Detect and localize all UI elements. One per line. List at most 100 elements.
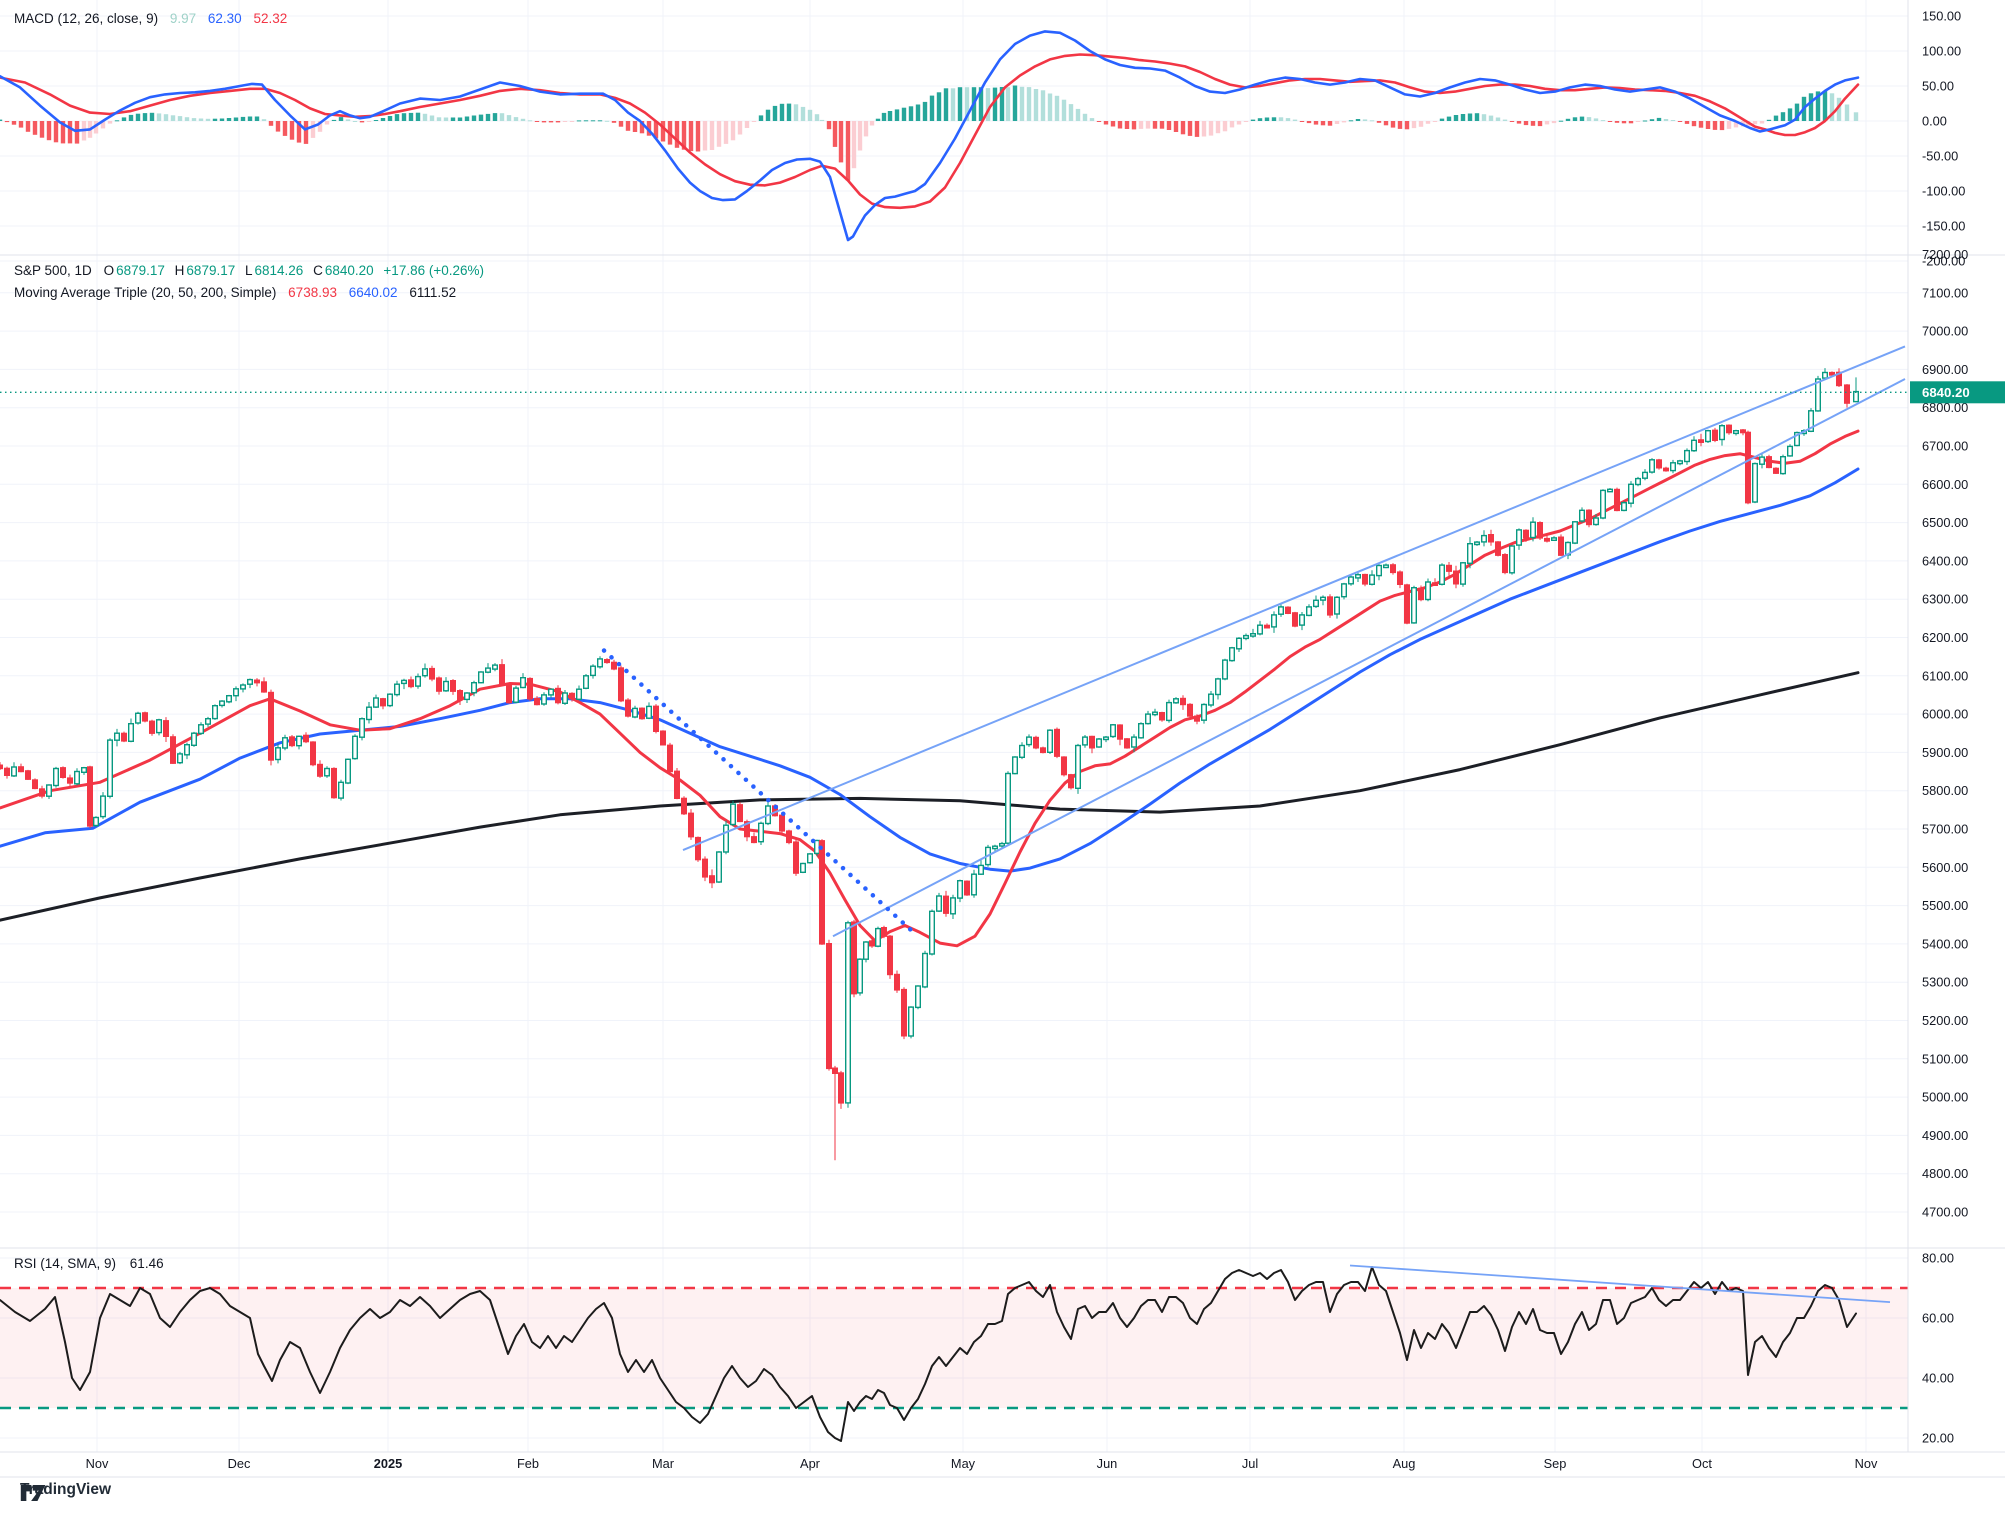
price-axis-label[interactable]: 5000.00 [1922, 1090, 1968, 1105]
price-axis-label[interactable]: 5100.00 [1922, 1051, 1968, 1066]
candle-up [1793, 431, 1800, 447]
candle-down [25, 770, 32, 780]
ma-legend[interactable]: Moving Average Triple (20, 50, 200, Simp… [14, 285, 456, 300]
price-axis-label[interactable]: 5800.00 [1922, 783, 1968, 798]
candle-up [106, 739, 113, 797]
candle-up [1466, 543, 1473, 565]
macd-axis-label[interactable]: 150.00 [1922, 9, 1961, 24]
candle-up [1515, 529, 1522, 546]
candle-up [113, 732, 120, 741]
macd-histogram-bar [1670, 120, 1676, 121]
time-axis-label[interactable]: Mar [652, 1456, 675, 1471]
candle-up [1333, 596, 1340, 615]
candle-up [1375, 564, 1382, 577]
time-axis-label[interactable]: Nov [86, 1456, 109, 1471]
price-axis-label[interactable]: 6100.00 [1922, 668, 1968, 683]
time-axis-label[interactable]: Apr [800, 1456, 821, 1471]
price-axis-label[interactable]: 6600.00 [1922, 477, 1968, 492]
price-axis-label[interactable]: 6500.00 [1922, 515, 1968, 530]
time-axis-label[interactable]: Oct [1692, 1456, 1712, 1471]
dotted-downtrend-line[interactable] [601, 648, 920, 938]
price-axis-label[interactable]: 4800.00 [1922, 1166, 1968, 1181]
macd-histogram-bar [1481, 114, 1487, 121]
high-label: H [174, 263, 185, 278]
tradingview-logo-icon [20, 1485, 46, 1501]
candle-down [1828, 371, 1835, 376]
macd-histogram-bar [1844, 104, 1850, 121]
candle-up [1438, 564, 1445, 585]
time-axis-label[interactable]: Nov [1855, 1456, 1878, 1471]
macd-axis-label[interactable]: -100.00 [1922, 184, 1965, 199]
time-axis-label[interactable]: Sep [1544, 1456, 1567, 1471]
macd-histogram-bar [1565, 118, 1571, 121]
time-axis-label[interactable]: May [951, 1456, 976, 1471]
candle-up [211, 705, 218, 720]
macd-histogram-bar [632, 121, 638, 132]
macd-axis-label[interactable]: 0.00 [1922, 114, 1947, 129]
time-axis-label[interactable]: Feb [517, 1456, 539, 1471]
price-axis-label[interactable]: 6800.00 [1922, 400, 1968, 415]
macd-histogram-bar [894, 109, 900, 121]
macd-histogram-bar [744, 121, 750, 128]
candle-up [929, 910, 936, 955]
price-axis-label[interactable]: 6700.00 [1922, 438, 1968, 453]
price-axis-label[interactable]: 6000.00 [1922, 707, 1968, 722]
price-axis-label[interactable]: 5900.00 [1922, 745, 1968, 760]
price-axis-label[interactable]: 5300.00 [1922, 975, 1968, 990]
macd-histogram-bar [1215, 121, 1221, 134]
rsi-trendline[interactable] [1349, 1264, 1891, 1303]
price-axis-label[interactable]: 5400.00 [1922, 936, 1968, 951]
macd-histogram-bar [639, 121, 645, 134]
price-axis-label[interactable]: 7000.00 [1922, 324, 1968, 339]
price-axis-label[interactable]: 5200.00 [1922, 1013, 1968, 1028]
macd-histogram-bar [1425, 121, 1431, 124]
channel-lower-trendline[interactable] [832, 378, 1906, 938]
price-axis-label[interactable]: 6200.00 [1922, 630, 1968, 645]
candle-down [120, 732, 127, 742]
macd-axis-label[interactable]: -50.00 [1922, 149, 1958, 164]
macd-histogram-bar [1773, 115, 1779, 121]
price-axis-label[interactable]: 5500.00 [1922, 898, 1968, 913]
price-axis-label[interactable]: 5700.00 [1922, 821, 1968, 836]
channel-upper-trendline[interactable] [682, 345, 1906, 852]
macd-axis-label[interactable]: -150.00 [1922, 219, 1965, 234]
macd-axis-label[interactable]: -200.00 [1922, 254, 1965, 269]
price-axis-label[interactable]: 6900.00 [1922, 362, 1968, 377]
macd-axis-label[interactable]: 100.00 [1922, 44, 1961, 59]
price-axis-label[interactable]: 4700.00 [1922, 1204, 1968, 1219]
time-axis-label[interactable]: Aug [1393, 1456, 1416, 1471]
macd-axis-label[interactable]: 50.00 [1922, 79, 1954, 94]
price-axis-label[interactable]: 6400.00 [1922, 553, 1968, 568]
price-axis-label[interactable]: 5600.00 [1922, 860, 1968, 875]
macd-legend[interactable]: MACD (12, 26, close, 9) 9.97 62.30 52.32 [14, 11, 287, 26]
time-axis-label[interactable]: Dec [228, 1456, 251, 1471]
price-axis-label[interactable]: 6300.00 [1922, 592, 1968, 607]
macd-histogram-bar [282, 121, 288, 136]
candle-up [1592, 517, 1599, 526]
symbol-legend[interactable]: S&P 500, 1D O 6879.17 H 6879.17 L 6814.26 C… [14, 263, 486, 278]
rsi-legend[interactable]: RSI (14, SMA, 9) 61.46 [14, 1256, 164, 1271]
price-axis-label[interactable]: 7100.00 [1922, 285, 1968, 300]
macd-histogram-bar [1152, 121, 1158, 129]
macd-histogram-bar [1759, 121, 1765, 124]
time-axis-label[interactable]: Jul [1242, 1456, 1258, 1471]
price-axis-label[interactable]: 7200.00 [1922, 247, 1968, 262]
rsi-axis-label[interactable]: 20.00 [1922, 1431, 1954, 1446]
rsi-pane [0, 1264, 1908, 1442]
price-axis-label[interactable]: 4900.00 [1922, 1128, 1968, 1143]
macd-histogram-bar [394, 114, 400, 121]
macd-histogram-bar [1691, 121, 1697, 127]
rsi-axis-label[interactable]: 80.00 [1922, 1251, 1954, 1266]
candle-down [1543, 537, 1550, 542]
rsi-axis-label[interactable]: 40.00 [1922, 1371, 1954, 1386]
macd-histogram-bar [1236, 121, 1242, 125]
rsi-axis-label[interactable]: 60.00 [1922, 1311, 1954, 1326]
time-axis-label[interactable]: 2025 [374, 1456, 402, 1471]
candle-up [716, 851, 723, 883]
tradingview-logo[interactable]: TradingView [20, 1481, 111, 1501]
candle-down [964, 880, 971, 896]
candle-up [1648, 459, 1655, 473]
macd-histogram-bar [1488, 115, 1494, 121]
time-axis-label[interactable]: Jun [1097, 1456, 1118, 1471]
